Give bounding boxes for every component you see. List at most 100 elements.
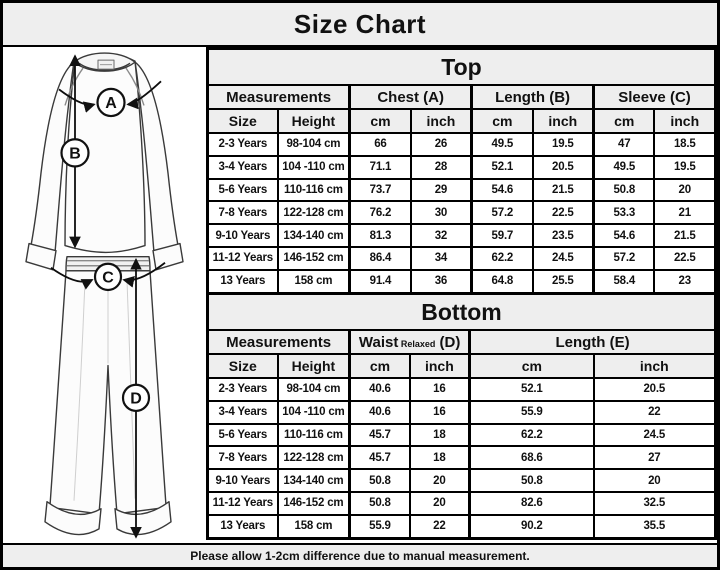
table-cell: 22.5 [531, 200, 595, 226]
table-cell: 20 [408, 468, 471, 493]
table-cell: 18 [408, 445, 471, 471]
table-cell: 25.5 [531, 268, 595, 295]
table-cell: 21.5 [531, 177, 595, 203]
table-cell: 21 [653, 200, 717, 226]
table-row: 9-10 Years 134-140 cm 81.3 32 59.7 23.5 54.6 21… [206, 223, 717, 248]
table-cell: 20.5 [592, 377, 717, 402]
table-cell: 134-140 cm [276, 468, 351, 493]
collar-inner-line [78, 62, 131, 71]
table-cell: 57.2 [592, 245, 656, 271]
table-row: 5-6 Years 110-116 cm 45.7 18 62.2 24.5 [206, 422, 717, 448]
table-cell: 34 [409, 245, 473, 271]
table-cell: 22 [408, 513, 471, 540]
table-cell: 2-3 Years [206, 377, 279, 402]
measurement-label-b: B [69, 144, 81, 162]
column-header-row: Size Height cm inch cm inch cm inch [206, 108, 717, 134]
table-row: 5-6 Years 110-116 cm 73.7 29 54.6 21.5 50.8 20 [206, 177, 717, 203]
raglan-seam-right [125, 67, 145, 106]
table-cell: 53.3 [592, 200, 656, 226]
page-title: Size Chart [293, 8, 427, 39]
label-c-circle [93, 262, 123, 292]
table-title: Bottom [206, 292, 717, 331]
column-group-header: Sleeve (C) [592, 84, 717, 110]
table-cell: 2-3 Years [206, 132, 279, 157]
table-cell: 20 [408, 490, 471, 516]
table-cell: 16 [408, 377, 471, 402]
table-cell: 30 [409, 200, 473, 226]
table-cell: 9-10 Years [206, 223, 279, 248]
table-cell: 86.4 [348, 245, 412, 271]
table-cell: 13 Years [206, 268, 279, 295]
table-cell: 16 [408, 399, 471, 425]
table-cell: 104 -110 cm [276, 154, 351, 180]
size-tables-panel: Top Measurements Chest (A) Length (B) Sleeve… [206, 47, 717, 543]
table-cell: 104 -110 cm [276, 399, 351, 425]
table-cell: 24.5 [592, 422, 717, 448]
table-cell: 7-8 Years [206, 200, 279, 226]
column-group-header: Measurements [206, 84, 351, 110]
top-size-table: Top Measurements Chest (A) Length (B) Sleeve… [206, 47, 717, 295]
table-cell: 20.5 [531, 154, 595, 180]
footer-note-bar: Please allow 1-2cm difference due to man… [3, 543, 717, 567]
column-header: cm [348, 353, 411, 379]
measurement-labels: A B C D [60, 87, 151, 413]
column-header: cm [468, 353, 595, 379]
table-cell: 50.8 [348, 468, 411, 493]
table-row: 13 Years 158 cm 55.9 22 90.2 35.5 [206, 513, 717, 540]
table-cell: 98-104 cm [276, 377, 351, 402]
table-row: 11-12 Years 146-152 cm 86.4 34 62.2 24.5 57.2 2… [206, 245, 717, 271]
table-cell: 19.5 [531, 132, 595, 157]
table-cell: 49.5 [592, 154, 656, 180]
table-row: 11-12 Years 146-152 cm 50.8 20 82.6 32.5 [206, 490, 717, 516]
table-cell: 134-140 cm [276, 223, 351, 248]
column-header: Height [276, 108, 351, 134]
table-cell: 81.3 [348, 223, 412, 248]
table-cell: 158 cm [276, 513, 351, 540]
table-cell: 18 [408, 422, 471, 448]
column-group-header-row: Measurements Chest (A) Length (B) Sleeve (C… [206, 84, 717, 110]
table-cell: 36 [409, 268, 473, 295]
table-row: 3-4 Years 104 -110 cm 71.1 28 52.1 20.5 49.5 19… [206, 154, 717, 180]
table-cell: 22 [592, 399, 717, 425]
table-cell: 23.5 [531, 223, 595, 248]
column-header: inch [408, 353, 471, 379]
table-cell: 9-10 Years [206, 468, 279, 493]
table-cell: 55.9 [468, 399, 595, 425]
column-header: inch [592, 353, 717, 379]
table-cell: 71.1 [348, 154, 412, 180]
table-cell: 68.6 [468, 445, 595, 471]
table-row: 7-8 Years 122-128 cm 45.7 18 68.6 27 [206, 445, 717, 471]
table-cell: 146-152 cm [276, 245, 351, 271]
column-header: Height [276, 353, 351, 379]
column-group-header-row: Measurements Waist Relaxed (D) Length (E) [206, 329, 717, 355]
garment-diagram-panel: A B C D [3, 47, 206, 543]
table-cell: 24.5 [531, 245, 595, 271]
table-row: 2-3 Years 98-104 cm 40.6 16 52.1 20.5 [206, 377, 717, 402]
table-cell: 98-104 cm [276, 132, 351, 157]
table-cell: 76.2 [348, 200, 412, 226]
table-cell: 20 [653, 177, 717, 203]
table-row: 7-8 Years 122-128 cm 76.2 30 57.2 22.5 53.3 21 [206, 200, 717, 226]
table-cell: 20 [592, 468, 717, 493]
column-header: Size [206, 353, 279, 379]
table-cell: 50.8 [468, 468, 595, 493]
table-cell: 50.8 [592, 177, 656, 203]
column-header: cm [348, 108, 412, 134]
column-group-header: Length (E) [468, 329, 717, 355]
table-cell: 59.7 [470, 223, 534, 248]
table-title-row: Bottom [206, 292, 717, 331]
table-cell: 55.9 [348, 513, 411, 540]
label-b-circle [60, 138, 90, 168]
column-header: inch [531, 108, 595, 134]
table-cell: 22.5 [653, 245, 717, 271]
table-cell: 18.5 [653, 132, 717, 157]
table-cell: 26 [409, 132, 473, 157]
table-cell: 21.5 [653, 223, 717, 248]
table-cell: 62.2 [470, 245, 534, 271]
table-cell: 45.7 [348, 422, 411, 448]
table-cell: 5-6 Years [206, 177, 279, 203]
table-cell: 50.8 [348, 490, 411, 516]
size-chart-header: Size Chart [3, 3, 717, 47]
column-header: cm [592, 108, 656, 134]
table-cell: 57.2 [470, 200, 534, 226]
